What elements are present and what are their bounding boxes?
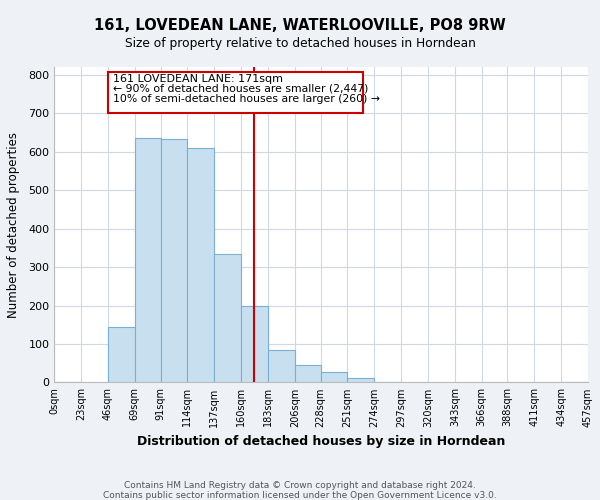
- Bar: [135, 138, 161, 382]
- Bar: [161, 140, 187, 382]
- Text: 10% of semi-detached houses are larger (260) →: 10% of semi-detached houses are larger (…: [113, 94, 380, 104]
- Bar: [268, 350, 295, 382]
- Bar: [108, 326, 135, 382]
- Bar: [241, 306, 268, 382]
- Bar: [347, 378, 374, 382]
- Text: Contains HM Land Registry data © Crown copyright and database right 2024.: Contains HM Land Registry data © Crown c…: [124, 481, 476, 490]
- Text: ← 90% of detached houses are smaller (2,447): ← 90% of detached houses are smaller (2,…: [113, 84, 368, 94]
- Bar: [320, 372, 347, 382]
- X-axis label: Distribution of detached houses by size in Horndean: Distribution of detached houses by size …: [137, 435, 505, 448]
- Y-axis label: Number of detached properties: Number of detached properties: [7, 132, 20, 318]
- Bar: [187, 148, 214, 382]
- Bar: [295, 365, 320, 382]
- Text: 161, LOVEDEAN LANE, WATERLOOVILLE, PO8 9RW: 161, LOVEDEAN LANE, WATERLOOVILLE, PO8 9…: [94, 18, 506, 32]
- Bar: [108, 72, 362, 113]
- Text: 161 LOVEDEAN LANE: 171sqm: 161 LOVEDEAN LANE: 171sqm: [113, 74, 283, 84]
- Text: Size of property relative to detached houses in Horndean: Size of property relative to detached ho…: [125, 38, 475, 51]
- Text: Contains public sector information licensed under the Open Government Licence v3: Contains public sector information licen…: [103, 491, 497, 500]
- Bar: [214, 254, 241, 382]
